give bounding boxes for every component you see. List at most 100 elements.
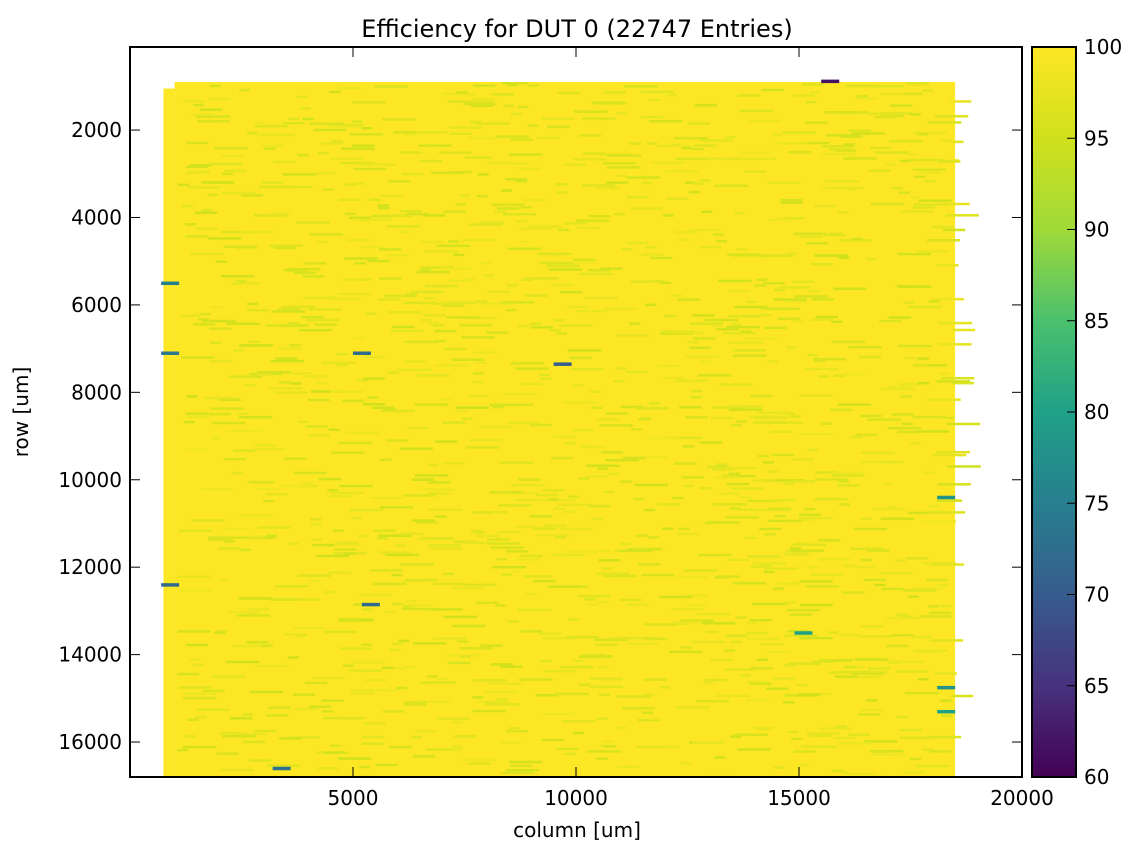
heatmap-cell xyxy=(264,147,276,150)
heatmap-cell xyxy=(400,532,424,536)
heatmap-low-cell xyxy=(937,709,956,714)
heatmap-cell xyxy=(327,489,339,492)
heatmap-cell xyxy=(678,238,690,242)
heatmap-cell xyxy=(894,559,907,562)
heatmap-cell xyxy=(678,527,690,531)
heatmap-cell xyxy=(303,296,337,299)
heatmap-cell xyxy=(674,231,698,234)
heatmap-cell xyxy=(891,186,903,190)
heatmap-cell xyxy=(247,302,259,306)
heatmap-cell xyxy=(938,321,973,325)
heatmap-cell xyxy=(768,508,792,512)
heatmap-cell xyxy=(693,144,717,147)
heatmap-cell xyxy=(354,262,366,265)
heatmap-cell xyxy=(344,183,356,186)
heatmap-cell xyxy=(318,477,342,481)
heatmap-cell xyxy=(747,119,782,123)
heatmap-cell xyxy=(630,280,653,283)
heatmap-cell xyxy=(784,300,807,303)
heatmap-cell xyxy=(573,659,585,663)
heatmap-cell xyxy=(619,598,642,602)
heatmap-cell xyxy=(557,228,570,232)
heatmap-cell xyxy=(884,163,897,166)
heatmap-cell xyxy=(404,701,427,704)
heatmap-cell xyxy=(917,133,929,136)
heatmap-cell xyxy=(459,324,493,327)
heatmap-cell xyxy=(952,328,976,332)
heatmap-cell xyxy=(819,659,853,662)
heatmap-cell xyxy=(645,303,657,307)
heatmap-cell xyxy=(451,587,486,590)
heatmap-cell xyxy=(714,184,749,188)
heatmap-cell xyxy=(767,470,779,473)
heatmap-cell xyxy=(515,220,527,223)
heatmap-cell xyxy=(510,112,522,116)
heatmap-cell xyxy=(597,600,609,604)
heatmap-cell xyxy=(797,763,809,767)
heatmap-cell xyxy=(861,558,873,562)
heatmap-cell xyxy=(476,194,488,198)
heatmap-cell xyxy=(414,403,449,406)
heatmap-cell xyxy=(657,503,680,506)
heatmap-cell xyxy=(503,392,537,396)
heatmap-cell xyxy=(809,91,822,94)
heatmap-cell xyxy=(786,608,821,612)
heatmap-cell xyxy=(759,254,793,257)
heatmap-cell xyxy=(583,445,606,449)
heatmap-cell xyxy=(231,471,243,475)
heatmap-cell xyxy=(459,647,494,650)
heatmap-cell xyxy=(950,694,974,698)
heatmap-cell xyxy=(315,554,350,558)
heatmap-cell xyxy=(347,238,370,242)
heatmap-cell xyxy=(480,644,503,647)
heatmap-cell xyxy=(257,373,270,377)
heatmap-cell xyxy=(235,279,247,283)
heatmap-cell xyxy=(490,663,514,666)
heatmap-cell xyxy=(577,594,611,598)
heatmap-cell xyxy=(391,667,403,670)
heatmap-cell xyxy=(748,415,782,418)
heatmap-cell xyxy=(322,361,356,365)
heatmap-cell xyxy=(603,91,626,94)
heatmap-cell xyxy=(455,406,490,409)
y-tick-label: 16000 xyxy=(58,730,122,754)
heatmap-cell xyxy=(197,317,210,321)
heatmap-cell xyxy=(538,373,551,377)
heatmap-cell xyxy=(597,666,609,669)
heatmap-cell xyxy=(451,747,463,750)
heatmap-cell xyxy=(702,681,714,685)
heatmap-cell xyxy=(486,542,520,545)
heatmap-cell xyxy=(304,375,328,378)
heatmap-cell xyxy=(242,713,254,716)
heatmap-cell xyxy=(406,212,429,216)
heatmap-cell xyxy=(557,91,581,95)
heatmap-cell xyxy=(888,385,911,389)
heatmap-cell xyxy=(773,298,807,301)
heatmap-cell xyxy=(257,370,291,374)
heatmap-cell xyxy=(216,752,239,755)
heatmap-cell xyxy=(897,252,931,256)
heatmap-cell xyxy=(881,587,904,591)
heatmap-cell xyxy=(316,767,340,770)
heatmap-cell xyxy=(228,375,263,379)
heatmap-cell xyxy=(218,578,230,582)
heatmap-cell xyxy=(934,672,958,675)
heatmap-cell xyxy=(896,613,908,617)
heatmap-cell xyxy=(392,325,415,329)
heatmap-cell xyxy=(218,398,241,401)
heatmap-cell xyxy=(666,94,678,97)
heatmap-cell xyxy=(357,218,392,222)
heatmap-cell xyxy=(282,121,305,125)
heatmap-cell xyxy=(248,340,260,343)
heatmap-cell xyxy=(692,314,715,317)
heatmap-cell xyxy=(739,151,773,155)
heatmap-cell xyxy=(754,284,766,287)
heatmap-cell xyxy=(496,510,508,514)
heatmap-cell xyxy=(255,665,290,668)
heatmap-cell xyxy=(727,558,750,562)
heatmap-cell xyxy=(509,764,533,768)
heatmap-cell xyxy=(483,583,495,587)
heatmap-cell xyxy=(669,331,703,334)
heatmap-cell xyxy=(487,161,510,164)
heatmap-cell xyxy=(502,212,536,216)
